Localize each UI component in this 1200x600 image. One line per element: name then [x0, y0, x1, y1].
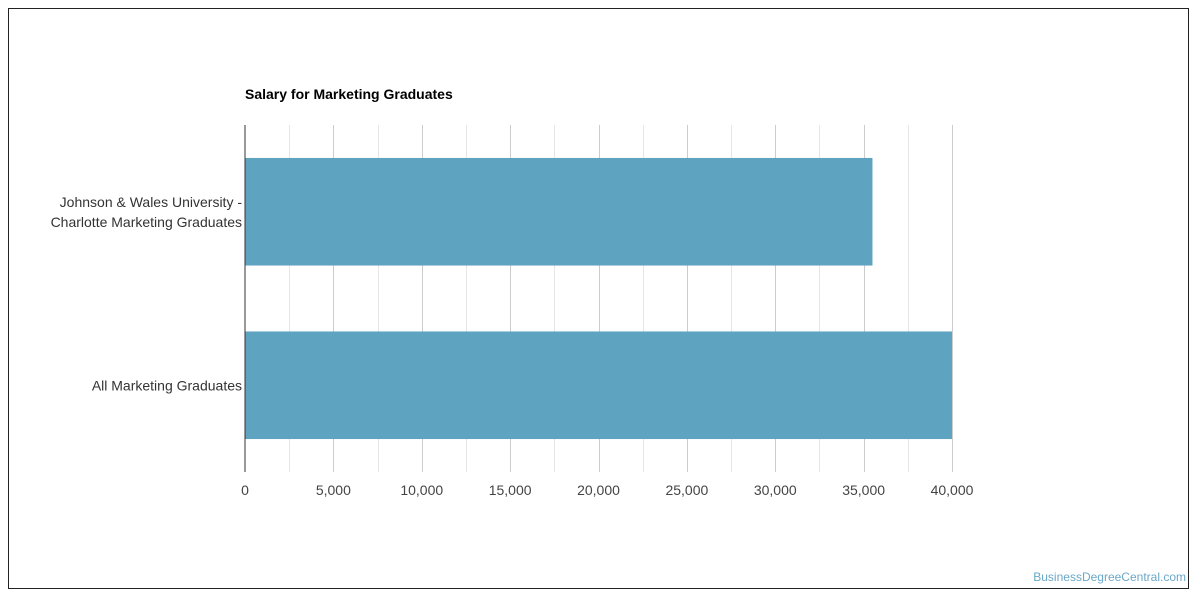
x-tick-labels: 0 5,000 10,000 15,000 20,000 25,000 30,000 35,0… — [241, 482, 974, 498]
chart-title: Salary for Marketing Graduates — [245, 86, 453, 102]
category-label: Charlotte Marketing Graduates — [51, 214, 242, 230]
x-tick-label: 40,000 — [931, 482, 974, 498]
bars — [245, 157, 952, 440]
x-tick-label: 10,000 — [400, 482, 443, 498]
x-tick-label: 15,000 — [489, 482, 532, 498]
bar[interactable] — [245, 331, 952, 440]
x-tick-label: 25,000 — [665, 482, 708, 498]
source-watermark[interactable]: BusinessDegreeCentral.com — [1033, 570, 1186, 584]
x-tick-label: 35,000 — [842, 482, 885, 498]
x-tick-label: 30,000 — [754, 482, 797, 498]
x-tick-label: 5,000 — [316, 482, 351, 498]
category-label: All Marketing Graduates — [92, 377, 242, 393]
bar[interactable] — [245, 157, 873, 266]
category-labels: Johnson & Wales University - Charlotte Ma… — [51, 194, 243, 394]
x-tick-label: 20,000 — [577, 482, 620, 498]
chart-frame — [8, 8, 1189, 589]
x-tick-label: 0 — [241, 482, 249, 498]
category-label: Johnson & Wales University - — [60, 194, 243, 210]
